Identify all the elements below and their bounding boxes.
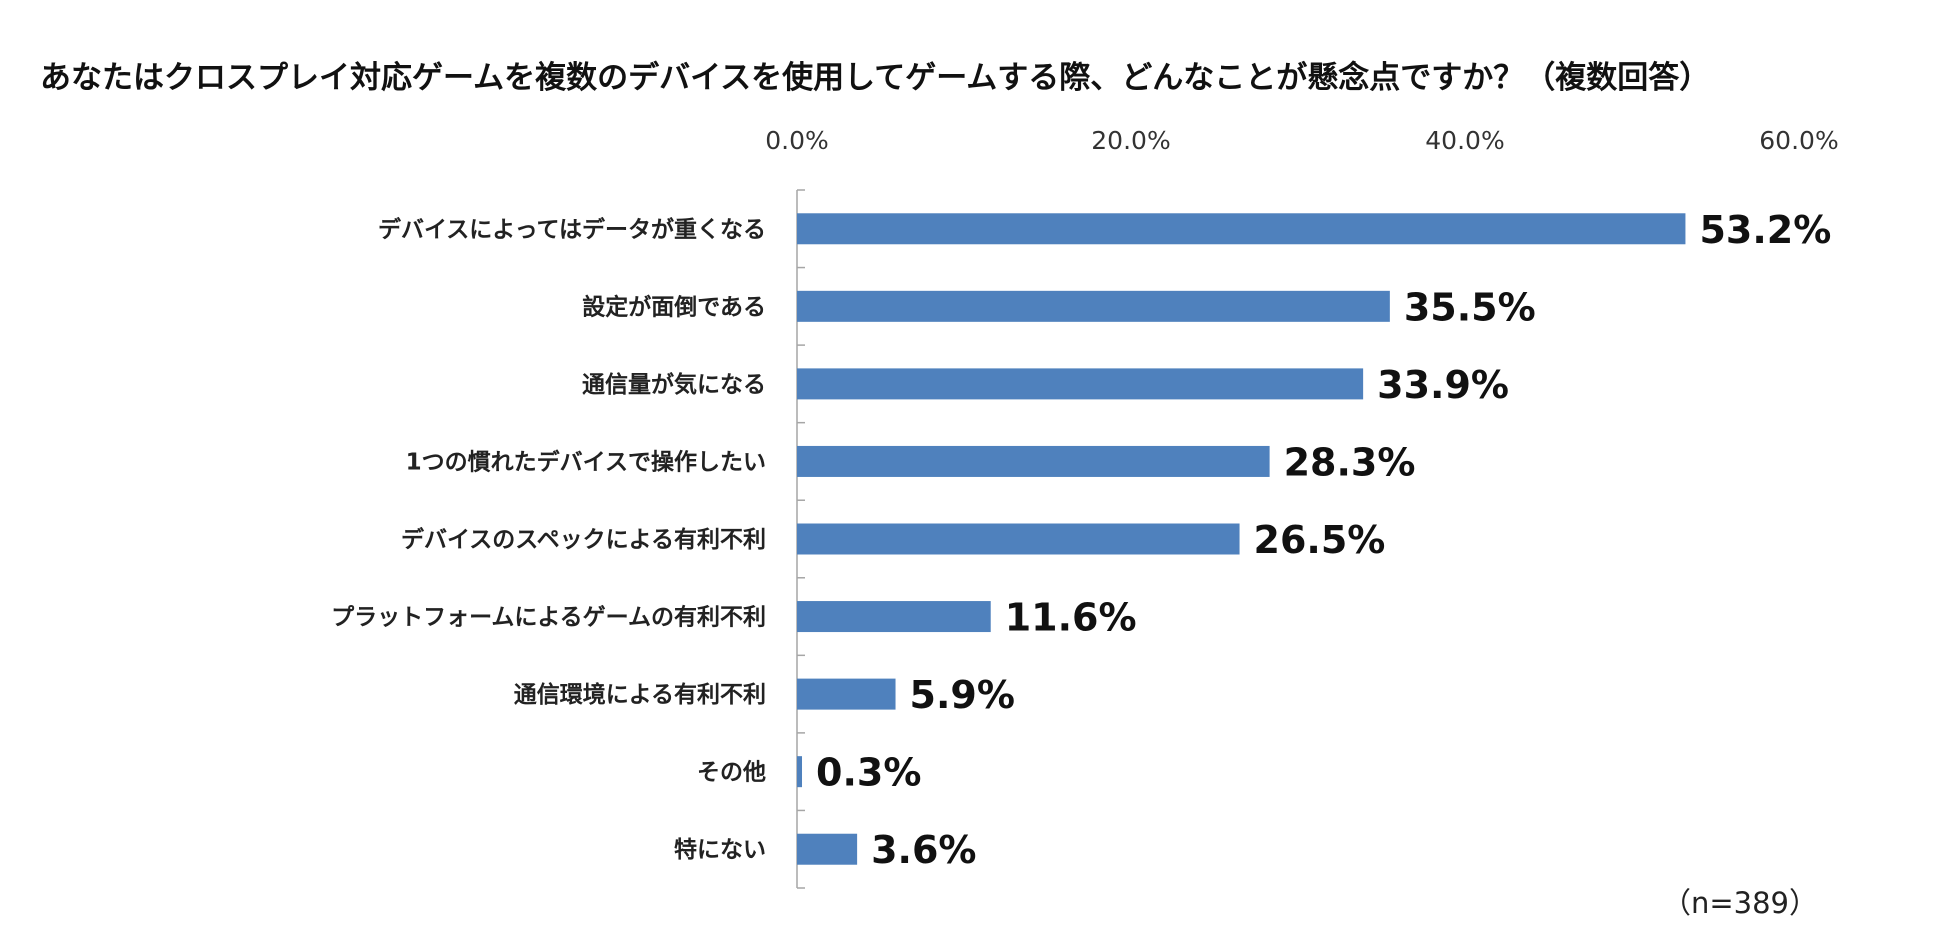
x-tick-label: 0.0% bbox=[765, 126, 829, 155]
category-label: デバイスのスペックによる有利不利 bbox=[401, 526, 766, 553]
bar bbox=[797, 756, 803, 788]
data-label: 26.5% bbox=[1254, 518, 1386, 562]
category-label: 1つの慣れたデバイスで操作したい bbox=[406, 448, 766, 475]
data-label: 11.6% bbox=[1005, 596, 1137, 640]
bar bbox=[797, 601, 991, 633]
bar bbox=[797, 833, 858, 865]
sample-size-note: （n=389） bbox=[1661, 886, 1818, 920]
bar bbox=[797, 445, 1270, 477]
chart-title: あなたはクロスプレイ対応ゲームを複数のデバイスを使用してゲームする際、どんなこと… bbox=[40, 60, 1711, 96]
bar bbox=[797, 213, 1686, 245]
x-tick-label: 20.0% bbox=[1091, 126, 1170, 155]
x-tick-label: 60.0% bbox=[1759, 126, 1838, 155]
data-label: 3.6% bbox=[871, 828, 976, 872]
bar bbox=[797, 678, 896, 710]
x-tick-label: 40.0% bbox=[1425, 126, 1504, 155]
category-label: プラットフォームによるゲームの有利不利 bbox=[331, 604, 766, 631]
bar bbox=[797, 290, 1390, 322]
bar bbox=[797, 368, 1364, 400]
data-label: 53.2% bbox=[1699, 208, 1831, 252]
category-label: 特にない bbox=[674, 837, 766, 863]
data-label: 33.9% bbox=[1377, 363, 1509, 407]
bar bbox=[797, 523, 1240, 555]
data-label: 0.3% bbox=[816, 751, 921, 795]
data-label: 5.9% bbox=[910, 673, 1015, 717]
data-label: 28.3% bbox=[1284, 440, 1416, 484]
category-label: デバイスによってはデータが重くなる bbox=[378, 216, 766, 243]
category-label: 通信環境による有利不利 bbox=[514, 681, 766, 708]
category-label: その他 bbox=[697, 760, 766, 786]
category-label: 通信量が気になる bbox=[582, 371, 766, 398]
category-label: 設定が面倒である bbox=[582, 293, 766, 320]
data-label: 35.5% bbox=[1404, 285, 1536, 329]
